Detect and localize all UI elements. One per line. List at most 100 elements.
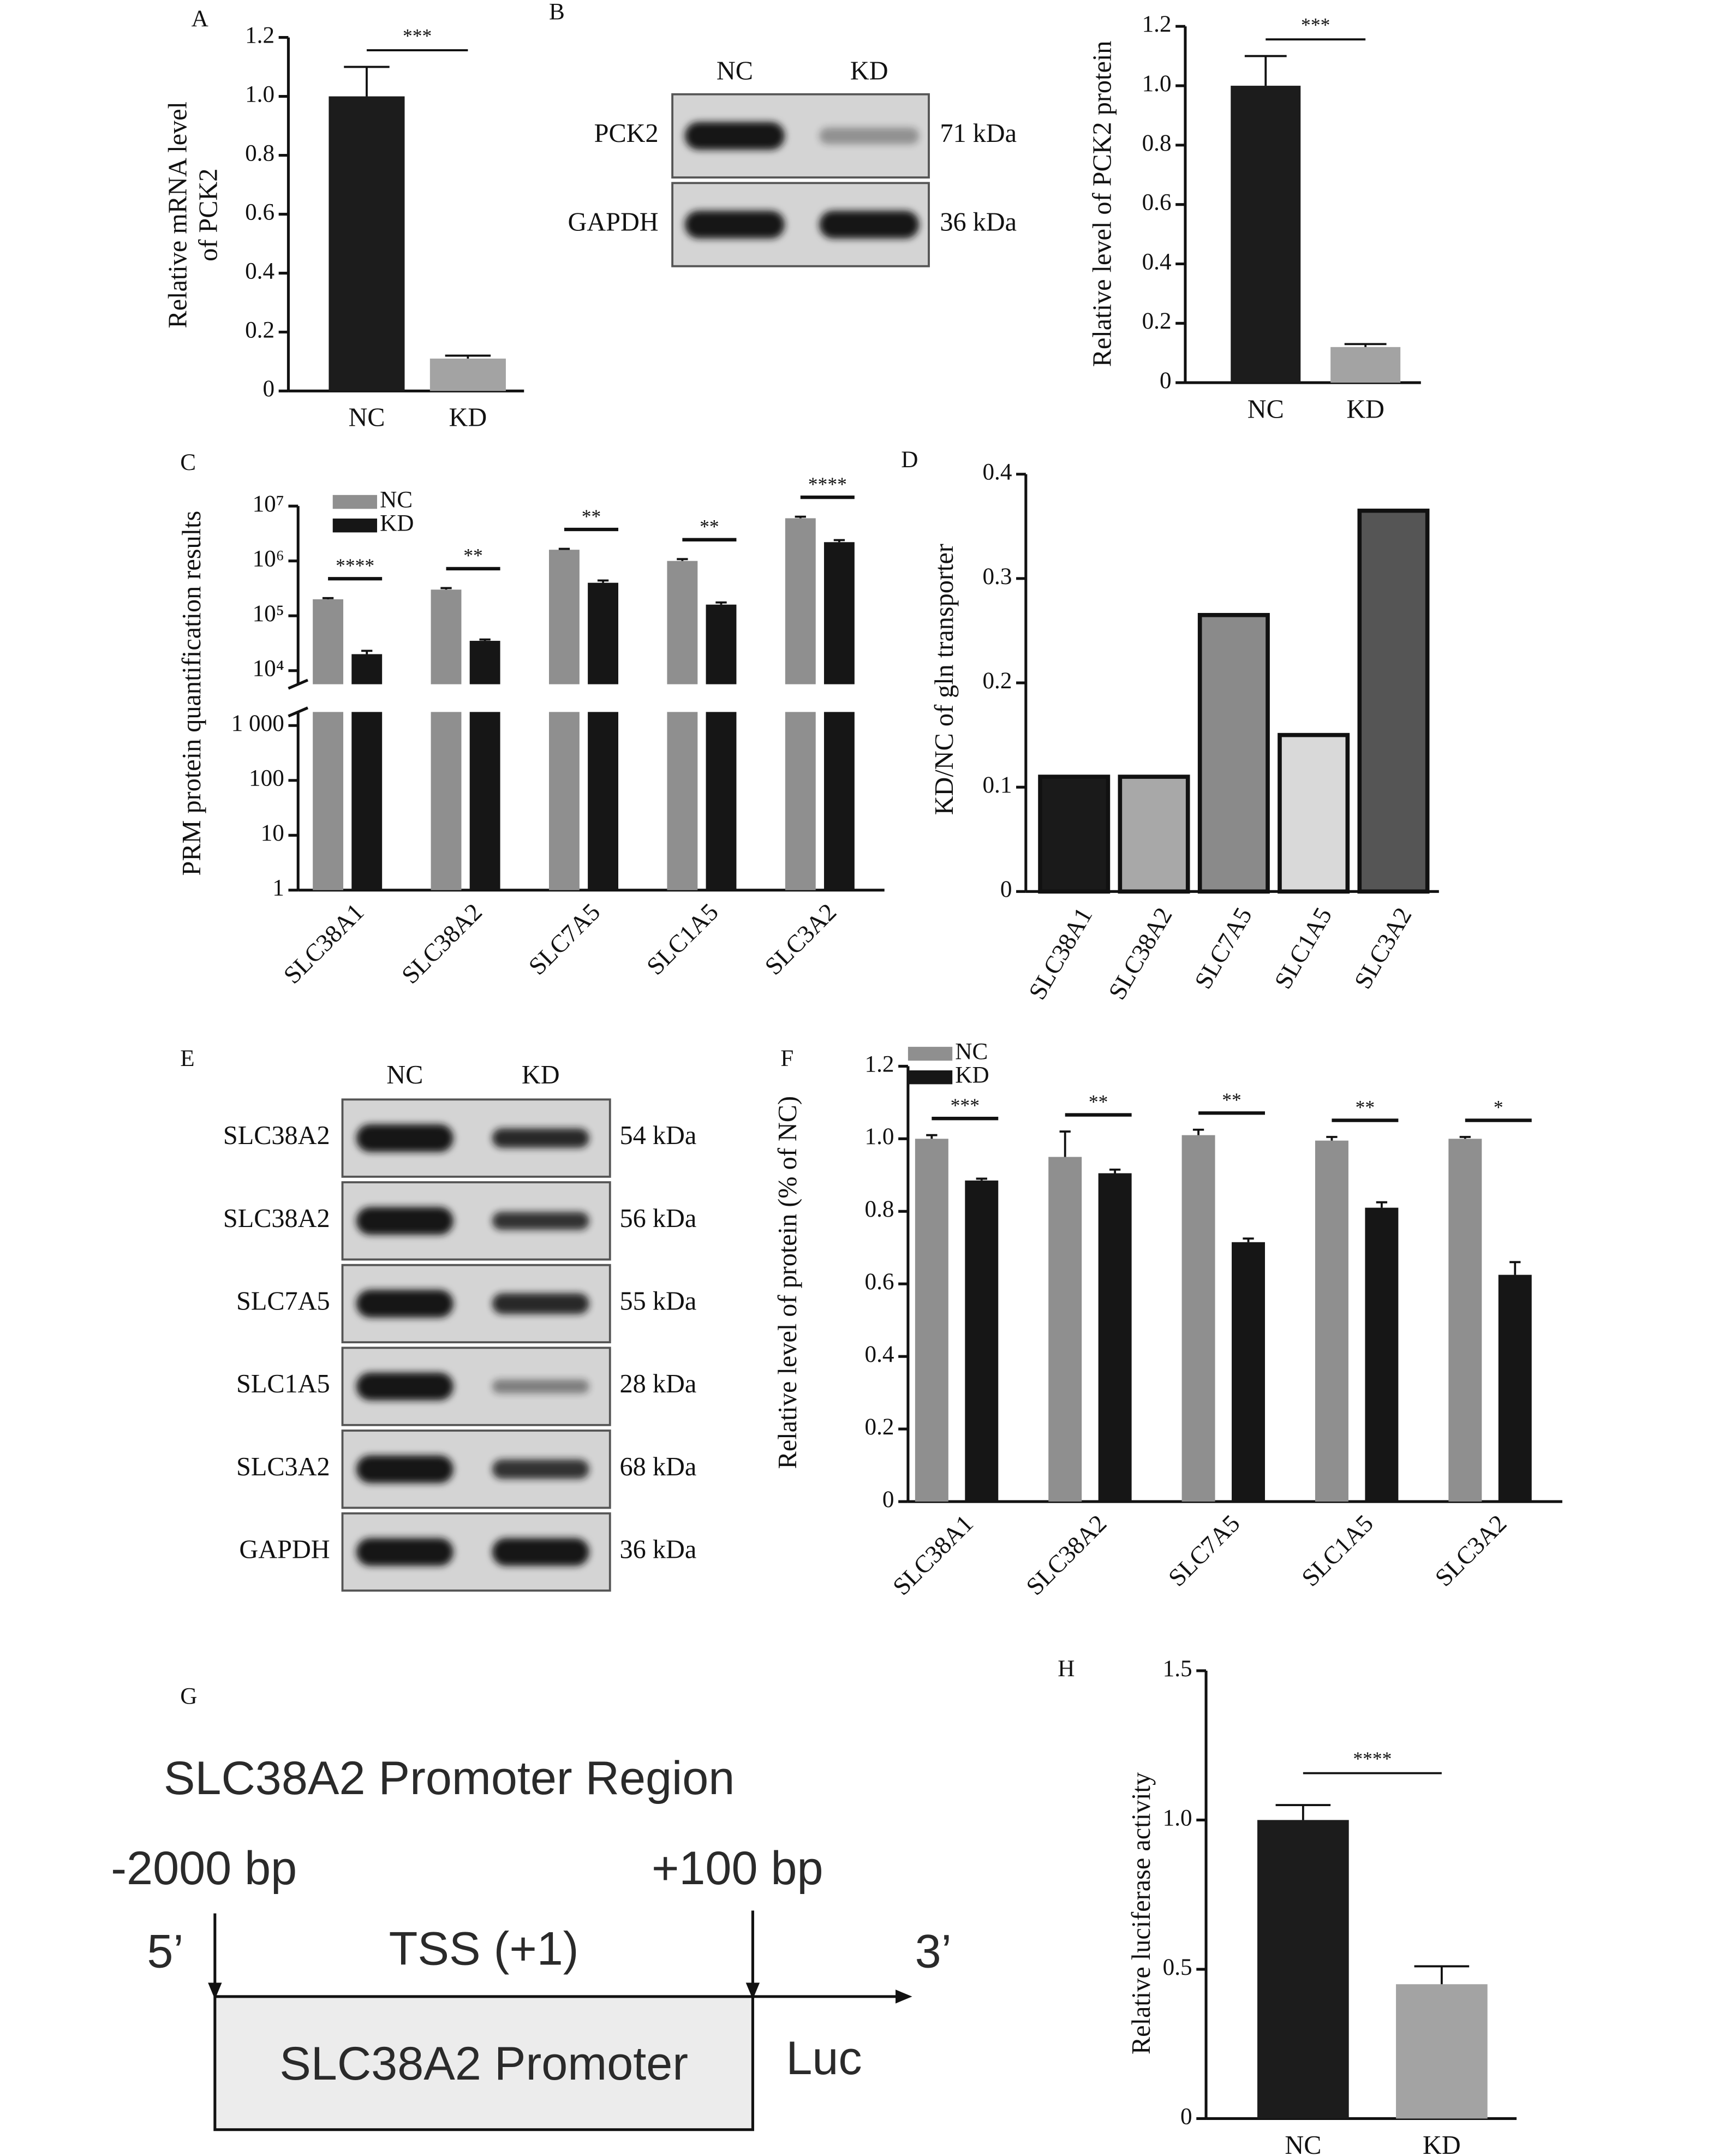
y-tick-label: 0.4 <box>245 258 274 284</box>
x-tick-label: NC <box>1248 395 1284 424</box>
protein-label: SLC38A2 <box>223 1121 330 1150</box>
y-tick-label: 0.2 <box>982 668 1012 694</box>
y-tick-label: 1 000 <box>231 711 284 736</box>
y-tick-label: 10⁴ <box>253 656 284 682</box>
legend-label: NC <box>380 487 413 513</box>
y-tick-label: 1.0 <box>1163 1805 1192 1831</box>
y-axis-label: Relative level of protein (% of NC) <box>773 1096 802 1469</box>
bar <box>1048 1157 1082 1502</box>
x-tick-label: KD <box>449 403 487 432</box>
significance-label: ** <box>1222 1089 1242 1111</box>
bar <box>1357 508 1430 894</box>
significance-label: *** <box>951 1094 980 1116</box>
significance-label: ** <box>700 516 719 538</box>
legend-swatch <box>332 495 378 509</box>
y-tick-label: 1.2 <box>245 22 274 48</box>
panel-label: B <box>549 0 565 25</box>
bar <box>1278 732 1350 894</box>
significance-label: *** <box>1301 14 1330 35</box>
blot-band <box>492 1293 589 1314</box>
lane-label: NC <box>386 1061 423 1089</box>
panel-label: A <box>192 6 208 32</box>
blot-band <box>684 122 785 150</box>
tss-label: TSS (+1) <box>389 1922 579 1975</box>
blot-band <box>492 1459 589 1479</box>
significance-label: ** <box>1089 1091 1108 1112</box>
significance-label: *** <box>403 25 432 46</box>
y-tick-label: 0.4 <box>865 1342 894 1367</box>
blot-band <box>356 1372 453 1401</box>
x-tick-label: KD <box>1423 2131 1461 2156</box>
protein-label: SLC1A5 <box>236 1369 330 1398</box>
legend-label: NC <box>955 1039 988 1064</box>
size-label: 28 kDa <box>620 1369 697 1398</box>
protein-label: GAPDH <box>568 208 658 237</box>
panel-label: H <box>1058 1656 1075 1682</box>
y-tick-label: 0 <box>1180 2104 1192 2129</box>
bar <box>429 358 506 391</box>
legend-swatch <box>908 1070 953 1085</box>
x-tick-label: NC <box>348 403 385 432</box>
blot-band <box>819 211 920 239</box>
y-tick-label: 0.8 <box>245 140 274 166</box>
bar <box>1118 775 1190 894</box>
blot-band <box>356 1207 453 1235</box>
y-tick-label: 10⁶ <box>253 546 284 572</box>
protein-label: PCK2 <box>594 119 659 148</box>
y-tick-label: 0 <box>882 1487 894 1512</box>
promoter-label: SLC38A2 Promoter <box>279 2038 688 2090</box>
bar <box>1232 1242 1266 1502</box>
y-tick-label: 0.2 <box>865 1414 894 1440</box>
bar <box>1330 347 1401 383</box>
bar <box>1365 1207 1399 1502</box>
blot-band <box>684 211 785 239</box>
significance-label: * <box>1494 1096 1503 1118</box>
protein-label: SLC7A5 <box>236 1287 330 1315</box>
y-tick-label: 0.2 <box>245 317 274 343</box>
protein-label: SLC3A2 <box>236 1452 330 1481</box>
y-tick-label: 0.6 <box>1142 190 1172 216</box>
y-tick-label: 0 <box>1000 877 1012 902</box>
bar <box>1197 612 1270 894</box>
bar <box>431 589 462 890</box>
bar <box>823 542 855 890</box>
axis-break <box>281 684 890 712</box>
panel-label: F <box>780 1046 793 1071</box>
legend-label: KD <box>380 511 414 537</box>
reporter-label: Luc <box>786 2032 862 2084</box>
y-tick-label: 10⁷ <box>253 491 284 517</box>
arrowhead <box>896 1990 912 2004</box>
bar <box>1257 1820 1349 2119</box>
bar <box>588 582 619 890</box>
arrowhead <box>745 1982 760 1999</box>
panel-label: D <box>901 447 918 473</box>
break-mark <box>288 678 309 690</box>
blot-band <box>492 1538 589 1566</box>
y-axis-label: PRM protein quantification results <box>177 511 206 876</box>
bar <box>1498 1274 1532 1502</box>
arrowhead <box>208 1982 222 1999</box>
size-label: 68 kDa <box>620 1452 697 1481</box>
bar <box>1098 1173 1132 1502</box>
y-tick-label: 0.2 <box>1142 308 1172 334</box>
y-tick-label: 0.8 <box>1142 130 1172 156</box>
y-tick-label: 0.8 <box>865 1196 894 1222</box>
bar <box>1038 775 1111 894</box>
blot-band <box>492 1379 589 1393</box>
bar <box>1315 1140 1348 1502</box>
size-label: 36 kDa <box>620 1535 697 1564</box>
significance-label: ** <box>1356 1096 1375 1118</box>
panel-label: C <box>180 450 196 475</box>
y-tick-label: 1.0 <box>245 81 274 107</box>
bar <box>548 550 580 890</box>
bar <box>1448 1139 1482 1502</box>
y-tick-label: 1.2 <box>865 1051 894 1077</box>
protein-label: GAPDH <box>239 1535 330 1564</box>
promoter-diagram: SLC38A2 Promoter Region -2000 bp +100 bp… <box>111 1752 952 2131</box>
y-tick-label: 0.4 <box>982 460 1012 485</box>
blot-band <box>492 1128 589 1148</box>
size-label: 71 kDa <box>940 119 1017 148</box>
blot-band <box>356 1124 453 1152</box>
bar <box>915 1139 948 1502</box>
